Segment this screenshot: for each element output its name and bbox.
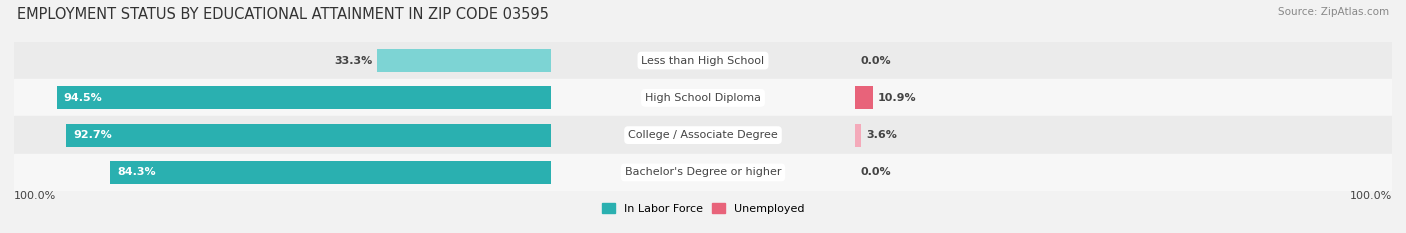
Bar bbox=[14, 79, 1392, 116]
Text: Bachelor's Degree or higher: Bachelor's Degree or higher bbox=[624, 168, 782, 177]
Text: 10.9%: 10.9% bbox=[879, 93, 917, 103]
Text: Less than High School: Less than High School bbox=[641, 56, 765, 65]
Text: 100.0%: 100.0% bbox=[14, 191, 56, 201]
Text: 84.3%: 84.3% bbox=[117, 168, 156, 177]
Bar bbox=[66, 123, 551, 147]
Text: 3.6%: 3.6% bbox=[866, 130, 897, 140]
Text: EMPLOYMENT STATUS BY EDUCATIONAL ATTAINMENT IN ZIP CODE 03595: EMPLOYMENT STATUS BY EDUCATIONAL ATTAINM… bbox=[17, 7, 548, 22]
Text: 94.5%: 94.5% bbox=[63, 93, 103, 103]
Bar bbox=[14, 154, 1392, 191]
Bar bbox=[855, 86, 873, 110]
Text: 0.0%: 0.0% bbox=[860, 168, 891, 177]
Bar bbox=[110, 161, 551, 184]
Text: 33.3%: 33.3% bbox=[335, 56, 373, 65]
Text: Source: ZipAtlas.com: Source: ZipAtlas.com bbox=[1278, 7, 1389, 17]
Text: High School Diploma: High School Diploma bbox=[645, 93, 761, 103]
Bar bbox=[14, 42, 1392, 79]
Text: 100.0%: 100.0% bbox=[1350, 191, 1392, 201]
Bar bbox=[855, 123, 860, 147]
Bar bbox=[377, 49, 551, 72]
Text: 0.0%: 0.0% bbox=[860, 56, 891, 65]
Bar bbox=[14, 116, 1392, 154]
Text: 92.7%: 92.7% bbox=[73, 130, 111, 140]
Bar bbox=[56, 86, 551, 110]
Legend: In Labor Force, Unemployed: In Labor Force, Unemployed bbox=[598, 199, 808, 218]
Text: College / Associate Degree: College / Associate Degree bbox=[628, 130, 778, 140]
